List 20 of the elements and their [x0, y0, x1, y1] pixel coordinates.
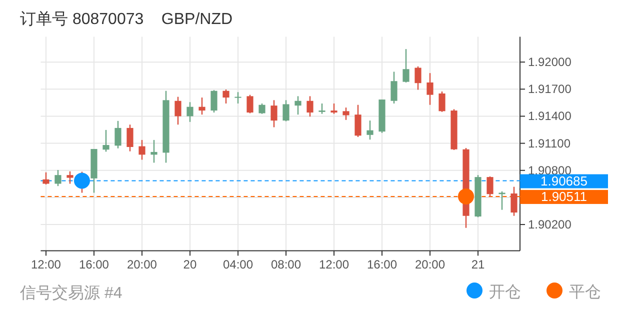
x-tick-label: 12:00 [318, 258, 350, 272]
legend-label: 平仓 [569, 284, 601, 301]
x-tick-label: 20 [183, 258, 197, 272]
x-tick-label: 08:00 [270, 258, 302, 272]
x-tick-label: 20:00 [126, 258, 158, 272]
x-tick-label: 20:00 [414, 258, 446, 272]
y-tick-label: 1.92000 [528, 55, 572, 70]
legend-label: 开仓 [489, 284, 521, 301]
chart-title: 订单号 80870073 GBP/NZD [20, 10, 233, 28]
ref-line-label: 1.90511 [540, 188, 588, 204]
y-tick-label: 1.90200 [528, 218, 572, 232]
y-tick-label: 1.91100 [528, 136, 571, 150]
x-tick-label: 16:00 [366, 258, 398, 272]
x-tick-label: 04:00 [222, 258, 254, 272]
y-tick-label: 1.91700 [528, 82, 572, 96]
text: 信号交易源 #4 [20, 284, 122, 302]
x-tick-label: 12:00 [30, 258, 62, 272]
x-tick-label: 21 [471, 258, 485, 272]
y-tick-label: 1.91400 [528, 109, 572, 124]
x-tick-label: 16:00 [78, 258, 110, 272]
